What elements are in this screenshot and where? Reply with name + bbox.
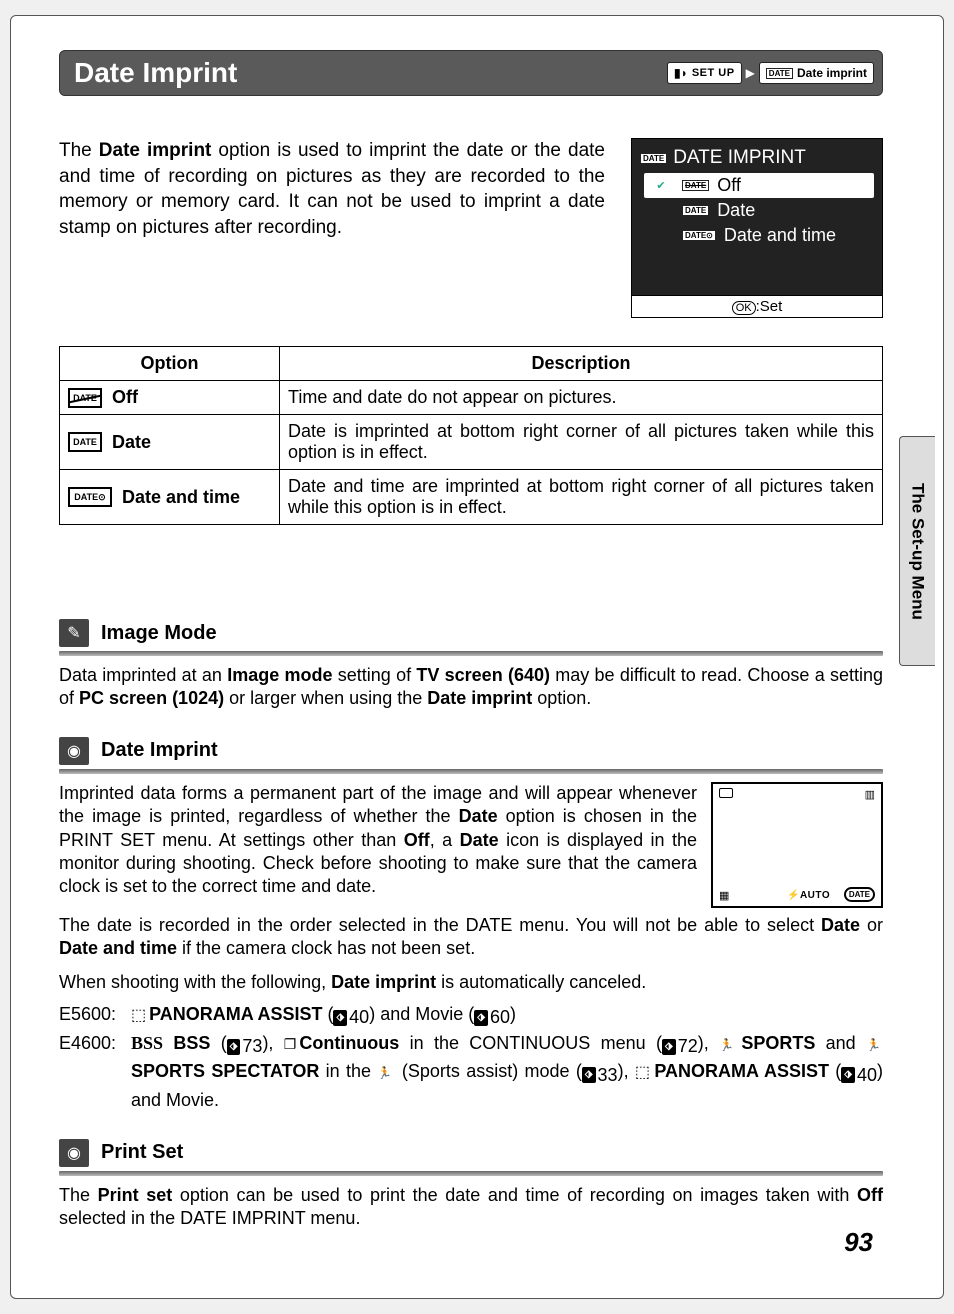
title-bar: Date Imprint ▮◗ SET UP ▶ DATE Date impri… <box>59 50 883 96</box>
note-title: Date Imprint <box>101 739 218 762</box>
date-icon: DATE <box>68 432 102 452</box>
date-off-icon: DATE <box>68 388 102 408</box>
lcd-opt-label: Date <box>717 200 755 221</box>
lcd-bottom: OK:Set <box>632 295 882 317</box>
option-desc: Date and time are imprinted at bottom ri… <box>280 470 883 525</box>
col-option: Option <box>60 347 280 381</box>
page-ref-icon: ⬗ <box>333 1010 347 1026</box>
note-print-set: ◉ Print Set The Print set option can be … <box>59 1139 883 1231</box>
side-tab: The Set-up Menu <box>899 436 935 666</box>
setup-label: SET UP <box>692 67 735 79</box>
note-body: The Print set option can be used to prin… <box>59 1184 883 1231</box>
lcd-option-date: DATE Date <box>644 198 874 223</box>
check-icon: ✔ <box>648 179 674 192</box>
panorama-icon <box>635 1061 654 1081</box>
divider <box>59 769 883 774</box>
date-icon: DATE <box>682 205 709 216</box>
lcd-option-datetime: DATE⊙ Date and time <box>644 223 874 248</box>
breadcrumb-current-label: Date imprint <box>797 66 867 80</box>
note-body: When shooting with the following, Date i… <box>59 971 883 994</box>
sports-icon <box>377 1061 395 1081</box>
col-description: Description <box>280 347 883 381</box>
lcd-title-row: DATE DATE IMPRINT <box>640 147 874 169</box>
breadcrumb: ▮◗ SET UP ▶ DATE Date imprint <box>667 62 874 84</box>
wrench-icon: ▮◗ <box>674 66 688 80</box>
list-content: PANORAMA ASSIST (⬗ 40) and Movie (⬗ 60) <box>131 1002 883 1031</box>
quality-icon: ▦ <box>719 889 729 902</box>
lcd-screen: DATE DATE IMPRINT ✔ DATE Off DATE Date <box>632 139 882 295</box>
model-label: E4600: <box>59 1031 123 1113</box>
table-row: DATE Date Date is imprinted at bottom rig… <box>60 415 883 470</box>
breadcrumb-setup: ▮◗ SET UP <box>667 62 742 84</box>
options-table: Option Description DATE Off Time and date… <box>59 346 883 525</box>
viewfinder-preview: ▥ ▦ ⚡AUTO DATE <box>711 782 883 908</box>
option-label: Date <box>112 432 151 453</box>
chevron-right-icon: ▶ <box>746 66 755 80</box>
intro-row: The Date imprint option is used to impri… <box>59 138 883 318</box>
note-image-mode: ✎ Image Mode Data imprinted at an Image … <box>59 619 883 711</box>
lcd-opt-label: Off <box>717 175 741 196</box>
side-tab-label: The Set-up Menu <box>908 483 928 620</box>
camera-icon <box>719 788 733 798</box>
sports-spectator-icon <box>866 1033 883 1053</box>
option-desc: Time and date do not appear on pictures. <box>280 381 883 415</box>
note-date-imprint: ◉ Date Imprint Imprinted data forms a pe… <box>59 737 883 1113</box>
info-icon: ◉ <box>59 737 89 765</box>
list-content: BSS BSS (⬗ 73), Continuous in the CONTIN… <box>131 1031 883 1113</box>
page-ref-icon: ⬗ <box>841 1067 855 1083</box>
ok-icon: OK <box>732 301 756 315</box>
note-body: The date is recorded in the order select… <box>59 914 883 961</box>
option-label: Off <box>112 387 138 408</box>
pencil-icon: ✎ <box>59 619 89 647</box>
date-badge: DATE <box>844 887 875 902</box>
battery-icon: ▥ <box>865 788 875 801</box>
lcd-title: DATE IMPRINT <box>673 147 806 169</box>
divider <box>59 1171 883 1176</box>
page-ref-icon: ⬗ <box>227 1039 241 1055</box>
cancel-list: E5600: PANORAMA ASSIST (⬗ 40) and Movie … <box>59 1002 883 1113</box>
page-frame: The Set-up Menu Date Imprint ▮◗ SET UP ▶… <box>10 15 944 1299</box>
page-title: Date Imprint <box>68 57 659 89</box>
flash-auto-label: ⚡AUTO <box>787 890 830 901</box>
note-title: Image Mode <box>101 622 217 645</box>
intro-text: The Date imprint option is used to impri… <box>59 138 605 241</box>
date-off-icon: DATE <box>682 180 709 191</box>
divider <box>59 651 883 656</box>
note-title: Print Set <box>101 1141 183 1164</box>
lcd-preview: DATE DATE IMPRINT ✔ DATE Off DATE Date <box>631 138 883 318</box>
date-time-icon: DATE⊙ <box>68 487 112 507</box>
continuous-icon <box>284 1033 300 1053</box>
model-label: E5600: <box>59 1002 123 1031</box>
option-desc: Date is imprinted at bottom right corner… <box>280 415 883 470</box>
page-ref-icon: ⬗ <box>474 1010 488 1026</box>
date-time-icon: DATE⊙ <box>682 230 716 241</box>
date-icon: DATE <box>766 68 793 79</box>
sports-icon <box>719 1033 741 1053</box>
page-content: Date Imprint ▮◗ SET UP ▶ DATE Date impri… <box>59 50 883 1264</box>
lcd-option-off: ✔ DATE Off <box>644 173 874 198</box>
panorama-icon <box>131 1004 149 1024</box>
table-row: DATE⊙ Date and time Date and time are imp… <box>60 470 883 525</box>
table-row: DATE Off Time and date do not appear on p… <box>60 381 883 415</box>
note-body: Imprinted data forms a permanent part of… <box>59 782 697 899</box>
lcd-set-label: :Set <box>756 298 783 315</box>
page-ref-icon: ⬗ <box>582 1067 596 1083</box>
page-number: 93 <box>844 1227 873 1258</box>
date-icon: DATE <box>640 153 667 164</box>
note-body: Data imprinted at an Image mode setting … <box>59 664 883 711</box>
lcd-opt-label: Date and time <box>724 225 836 246</box>
page-ref-icon: ⬗ <box>662 1039 676 1055</box>
info-icon: ◉ <box>59 1139 89 1167</box>
option-label: Date and time <box>122 487 240 508</box>
breadcrumb-current: DATE Date imprint <box>759 62 874 84</box>
intro-bold: Date imprint <box>99 140 212 161</box>
